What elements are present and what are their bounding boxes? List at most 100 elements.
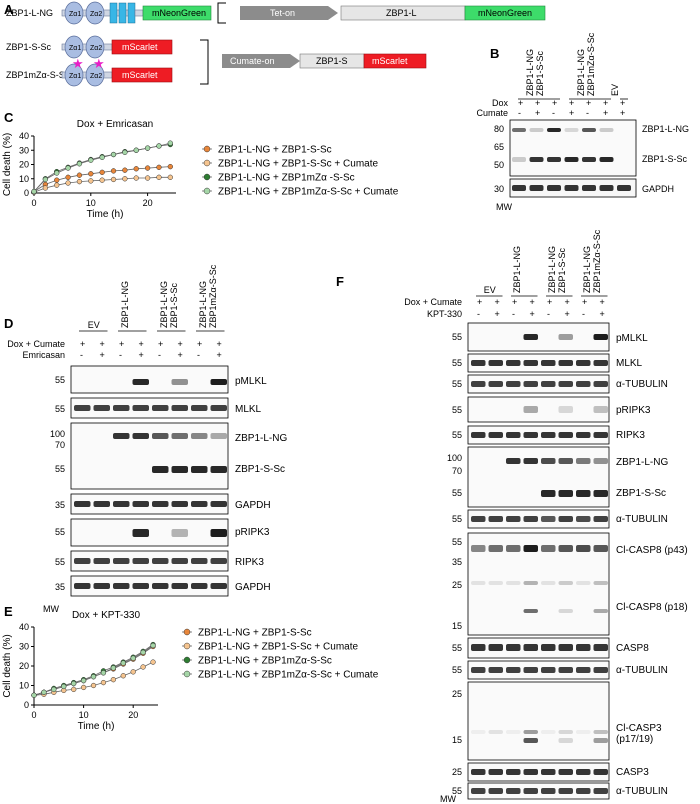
treatment-sign: +	[495, 297, 500, 307]
band	[171, 558, 188, 564]
band	[506, 769, 521, 775]
rhim2-box	[118, 2, 127, 24]
treatment-sign: +	[600, 309, 605, 319]
zbp1-l-label: ZBP1-L	[386, 8, 417, 18]
band	[523, 609, 538, 613]
blot-label: α-TUBULIN	[616, 665, 668, 676]
treatment-sign: +	[512, 297, 517, 307]
data-point	[80, 677, 87, 684]
legend-marker	[203, 145, 211, 153]
lane-group-label: ZBP1-L-NG	[512, 246, 522, 293]
band	[210, 501, 227, 507]
cumate-label: Cumate	[476, 108, 508, 118]
band	[593, 644, 608, 651]
band	[593, 581, 608, 585]
blot-box	[467, 660, 610, 680]
data-point	[54, 177, 60, 183]
mw-marker: 100	[447, 453, 462, 463]
band	[523, 769, 538, 775]
band-zbp1-l-ng	[599, 128, 614, 132]
band	[541, 432, 556, 438]
y-axis-label: Cell death (%)	[2, 133, 13, 196]
band	[593, 334, 608, 340]
band	[576, 730, 591, 734]
band	[471, 432, 486, 438]
mw-marker: 25	[452, 689, 462, 699]
band	[210, 405, 227, 411]
band	[523, 432, 538, 438]
blot-zbp1-box	[509, 119, 637, 177]
treatment-sign: +	[80, 339, 85, 349]
treatment-sign: +	[197, 339, 202, 349]
za2-label: Zα2	[90, 73, 102, 80]
band	[593, 381, 608, 387]
za2-domain	[85, 63, 105, 87]
band	[523, 458, 538, 464]
blot-label: pRIPK3	[616, 405, 651, 416]
panel-e-chart: Dox + KPT-330 0 10 20 30 40 0 10 20 Time (h) Cell …	[2, 610, 379, 732]
band	[488, 381, 503, 387]
band	[471, 644, 486, 651]
treatment-sign: +	[582, 297, 587, 307]
band	[523, 545, 538, 552]
band	[488, 644, 503, 651]
band	[132, 501, 149, 507]
data-point	[120, 673, 126, 679]
band	[113, 501, 130, 507]
data-point	[122, 167, 128, 173]
blot-label: ZBP1-L-NG	[235, 433, 287, 444]
band-zbp1-l-ng	[512, 128, 526, 132]
treatment-sign: +	[552, 98, 557, 108]
za2-domain	[85, 35, 105, 59]
x-axis-label: Time (h)	[78, 721, 115, 732]
band	[506, 581, 521, 585]
band	[558, 334, 573, 340]
blot-box	[70, 550, 229, 572]
data-point	[110, 677, 117, 683]
legend-marker	[183, 656, 191, 664]
band	[471, 516, 486, 522]
treatment-sign: +	[620, 98, 625, 108]
panel-b-bands	[512, 128, 631, 191]
band	[191, 558, 208, 564]
band-zbp1-s-sc	[512, 157, 526, 162]
tet-on-promoter-arrow	[240, 6, 338, 20]
band	[113, 583, 130, 589]
band	[541, 581, 556, 585]
data-point	[71, 680, 77, 687]
band	[471, 381, 486, 387]
band	[523, 516, 538, 522]
band	[471, 360, 486, 366]
panel-b-treatment-signs: + + + + + + +- + - + - + +	[518, 98, 625, 118]
data-point	[167, 140, 173, 146]
blot-box	[70, 397, 229, 419]
band	[593, 769, 608, 775]
band	[171, 466, 188, 473]
band	[576, 360, 591, 366]
blot-box	[70, 518, 229, 547]
band	[558, 545, 573, 552]
data-point	[150, 659, 156, 665]
mw-marker: 55	[452, 405, 462, 415]
band	[506, 516, 521, 522]
mneongreen-label: mNeonGreen	[152, 8, 206, 18]
treatment-sign: -	[552, 108, 555, 118]
band	[210, 433, 227, 439]
band	[171, 501, 188, 507]
mw-marker: 55	[452, 332, 462, 342]
band	[523, 730, 538, 734]
band	[593, 738, 608, 743]
band	[152, 558, 169, 564]
band	[541, 545, 556, 552]
data-point	[90, 682, 97, 689]
mw-marker: 35	[452, 557, 462, 567]
construct-label-zbp1-s-sc: ZBP1-S-Sc	[6, 42, 52, 52]
data-point	[156, 164, 162, 171]
data-point	[65, 174, 71, 180]
band	[593, 545, 608, 552]
x-tick-label: 20	[143, 198, 153, 208]
data-point	[99, 177, 105, 183]
band-gapdh	[617, 185, 631, 191]
band	[210, 466, 227, 473]
treatment-sign: +	[178, 350, 183, 360]
